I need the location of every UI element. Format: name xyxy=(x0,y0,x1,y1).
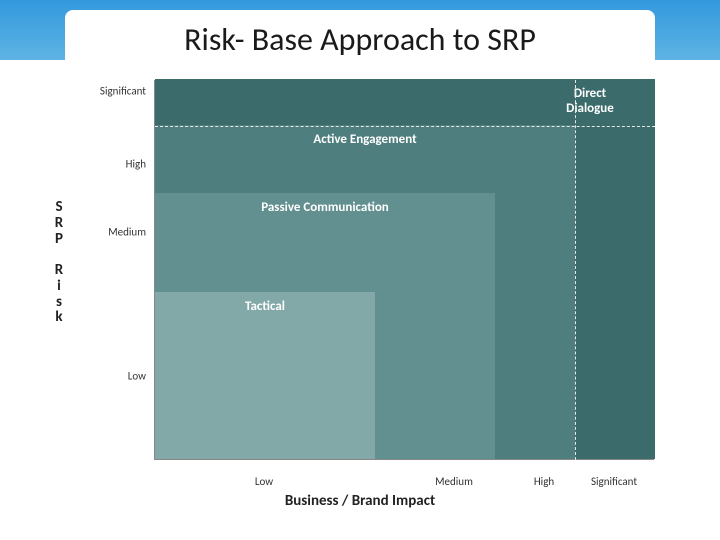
y-tick: Significant xyxy=(76,85,146,98)
risk-band-label: Active Engagement xyxy=(313,125,416,148)
x-tick: Significant xyxy=(591,475,637,488)
y-tick: Low xyxy=(76,370,146,383)
chart-area: SRP Risk Significant High Medium Low Direct… xyxy=(48,80,672,510)
dash-vertical xyxy=(575,80,576,460)
risk-band-label: Tactical xyxy=(245,292,285,315)
x-axis-label: Business / Brand Impact xyxy=(48,492,672,510)
slide-title: Risk- Base Approach to SRP xyxy=(184,20,536,59)
x-tick: Medium xyxy=(435,475,473,488)
risk-band-label: Passive Communication xyxy=(261,193,389,216)
x-tick: Low xyxy=(255,475,273,488)
x-tick: High xyxy=(534,475,554,488)
dash-horizontal xyxy=(155,126,655,127)
risk-band-label: DirectDialogue xyxy=(545,87,635,117)
plot-region: DirectDialogue Active Engagement Passive C… xyxy=(154,80,654,460)
y-axis-letter: k xyxy=(48,310,70,326)
risk-band: Tactical xyxy=(155,292,375,459)
y-tick: High xyxy=(76,157,146,170)
title-container: Risk- Base Approach to SRP xyxy=(65,10,655,68)
y-axis-label: SRP Risk xyxy=(48,200,70,326)
slide: Risk- Base Approach to SRP SRP Risk Sign… xyxy=(0,0,720,540)
y-tick: Medium xyxy=(76,226,146,239)
